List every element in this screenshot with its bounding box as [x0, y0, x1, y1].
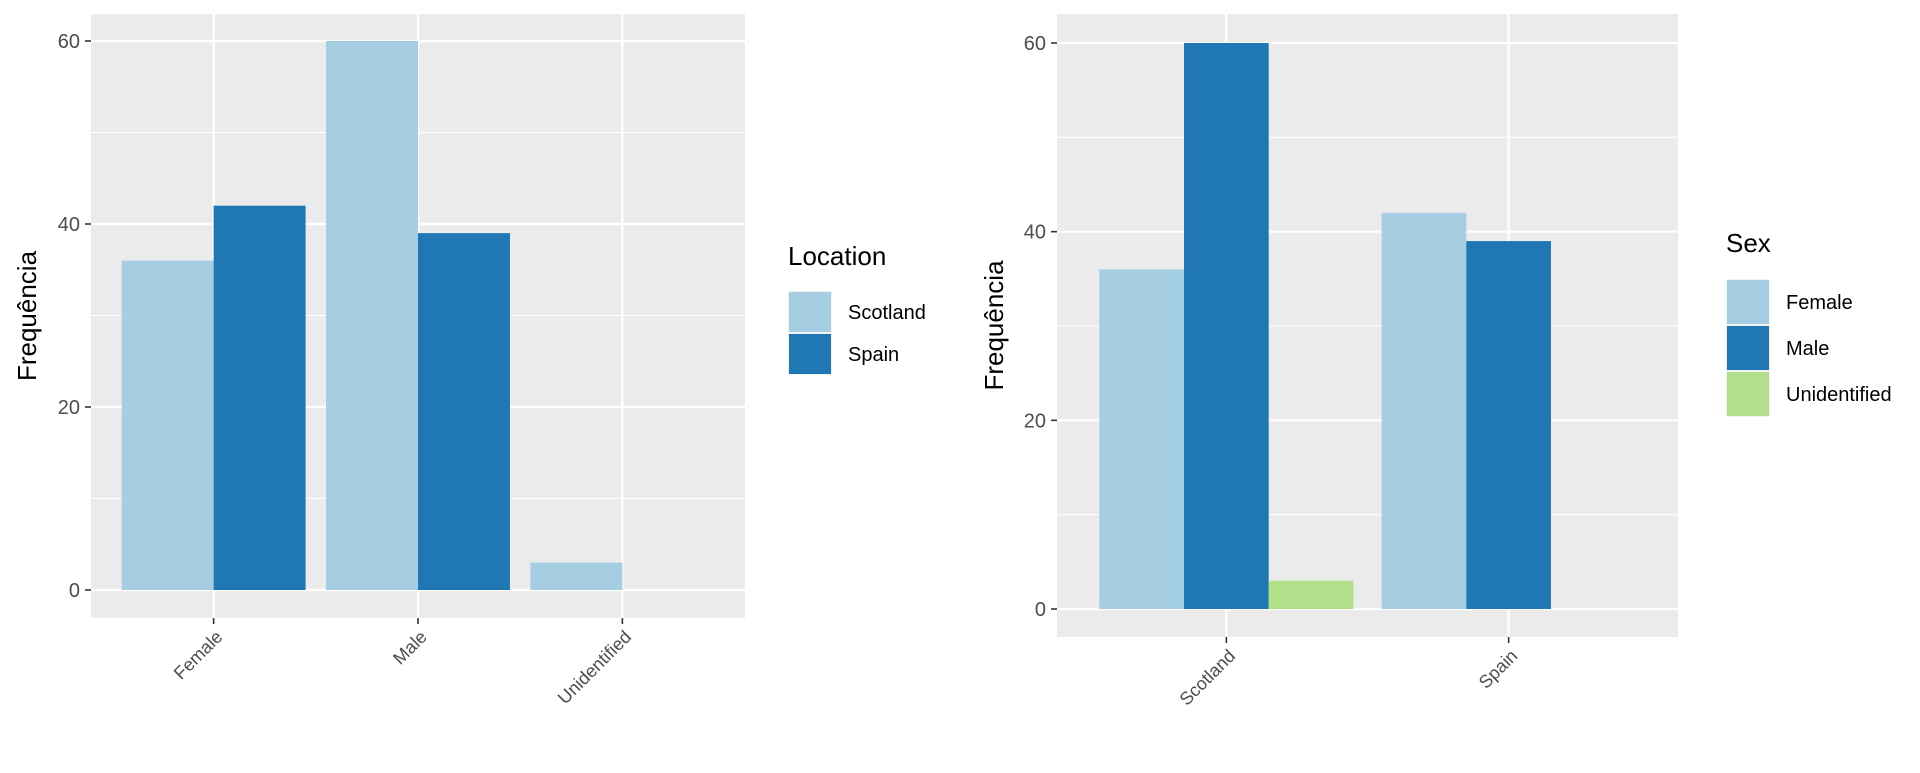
legend-key-male — [1727, 326, 1769, 370]
bar-scotland-unidentified — [530, 562, 623, 590]
legend-label: Male — [1786, 338, 1829, 360]
y-tick-label: 40 — [1024, 222, 1046, 244]
y-tick-label: 0 — [69, 580, 80, 602]
bar-female-scotland — [1099, 269, 1185, 609]
y-axis-title: Frequência — [12, 250, 42, 381]
chart-1: 0 20 40 60 Female Male Unidentified Frequência L… — [12, 14, 926, 708]
legend-title: Location — [788, 241, 886, 271]
y-tick-label: 20 — [1024, 410, 1046, 432]
y-tick-label: 60 — [1024, 33, 1046, 55]
bar-spain-male — [418, 233, 510, 590]
y-tick-label: 60 — [58, 31, 80, 53]
legend-title: Sex — [1726, 228, 1771, 258]
y-tick-label: 0 — [1035, 599, 1046, 621]
bar-male-scotland — [1184, 43, 1269, 609]
bar-scotland-female — [121, 260, 214, 590]
legend-key-scotland — [789, 292, 831, 332]
bar-male-spain — [1466, 241, 1551, 609]
x-tick-label: Scotland — [1176, 646, 1240, 710]
legend-key-female — [1727, 280, 1769, 324]
x-tick-label: Male — [389, 627, 431, 669]
bar-spain-female — [213, 205, 306, 590]
x-tick-label: Spain — [1475, 646, 1522, 693]
x-tick-label: Unidentified — [554, 627, 635, 708]
bar-scotland-male — [326, 41, 418, 590]
legend-label: Scotland — [848, 302, 926, 324]
legend-label: Unidentified — [1786, 384, 1892, 406]
chart-2: 0 20 40 60 Scotland Spain Frequência Sex Female M… — [979, 14, 1892, 709]
x-tick-label: Female — [170, 627, 227, 684]
bar-unidentified-scotland — [1268, 580, 1354, 609]
legend-key-unidentified — [1727, 372, 1769, 416]
y-tick-label: 40 — [58, 214, 80, 236]
bar-female-spain — [1381, 212, 1467, 610]
y-axis-title: Frequência — [979, 260, 1009, 391]
legend-label: Female — [1786, 292, 1853, 314]
y-tick-label: 20 — [58, 397, 80, 419]
legend-key-spain — [789, 334, 831, 374]
legend-label: Spain — [848, 344, 899, 366]
